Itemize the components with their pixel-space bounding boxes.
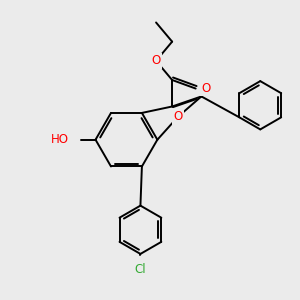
Text: O: O <box>201 82 210 95</box>
Text: Cl: Cl <box>135 263 146 276</box>
Text: O: O <box>173 110 183 123</box>
Text: HO: HO <box>51 133 69 146</box>
Text: O: O <box>152 54 161 67</box>
